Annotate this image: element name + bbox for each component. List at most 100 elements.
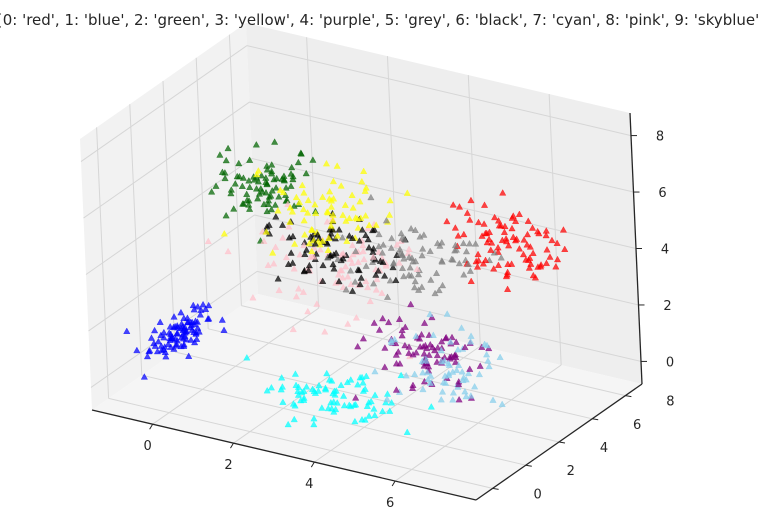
data-point xyxy=(460,271,468,278)
data-point xyxy=(465,240,474,247)
data-point xyxy=(443,310,451,317)
data-point xyxy=(150,339,158,347)
data-point xyxy=(374,267,382,274)
data-point xyxy=(467,277,475,284)
data-point xyxy=(285,223,293,230)
data-point xyxy=(205,301,213,309)
data-point xyxy=(352,247,360,254)
data-points xyxy=(123,138,569,435)
data-point xyxy=(319,277,327,284)
data-point xyxy=(392,351,400,358)
data-point xyxy=(177,342,185,350)
data-point xyxy=(308,225,316,233)
data-point xyxy=(498,400,506,407)
data-point xyxy=(239,174,247,181)
data-point xyxy=(282,184,290,191)
data-point xyxy=(489,396,497,403)
data-point xyxy=(290,415,298,423)
y-tick-label: 0 xyxy=(533,487,541,502)
grid-line xyxy=(141,374,526,466)
data-point xyxy=(398,331,406,339)
data-point xyxy=(182,328,190,335)
data-point xyxy=(310,420,318,428)
data-point xyxy=(553,255,562,263)
data-point xyxy=(455,361,463,368)
data-point xyxy=(354,258,362,265)
data-point xyxy=(435,286,443,294)
data-point xyxy=(208,188,216,195)
x-tick xyxy=(149,423,154,430)
data-point xyxy=(352,400,360,408)
data-point xyxy=(312,209,320,217)
data-point xyxy=(289,175,297,183)
data-point xyxy=(191,338,199,346)
data-point xyxy=(364,224,372,232)
data-point xyxy=(474,250,482,258)
data-point xyxy=(168,334,176,342)
data-point xyxy=(436,242,444,249)
data-point xyxy=(123,327,131,334)
data-point xyxy=(427,403,435,410)
data-point xyxy=(428,313,436,321)
data-point xyxy=(472,240,480,247)
data-point xyxy=(174,323,182,331)
data-point xyxy=(412,257,420,265)
data-point xyxy=(407,272,416,279)
y-tick xyxy=(625,395,632,398)
data-point xyxy=(199,300,207,308)
data-point xyxy=(379,258,387,265)
data-point xyxy=(519,250,528,258)
data-point xyxy=(161,343,169,350)
data-point xyxy=(289,259,297,266)
data-point xyxy=(218,316,226,323)
data-point xyxy=(483,238,491,246)
data-point xyxy=(314,231,322,238)
data-point xyxy=(286,204,294,211)
data-point xyxy=(354,224,362,231)
data-point xyxy=(427,276,435,283)
data-point xyxy=(488,239,496,246)
data-point xyxy=(467,196,475,204)
data-point xyxy=(160,333,168,341)
data-point xyxy=(372,286,380,293)
data-point xyxy=(329,216,337,224)
data-point xyxy=(525,264,533,271)
grid-line xyxy=(249,101,634,193)
data-point xyxy=(378,289,386,296)
data-point xyxy=(526,254,534,261)
data-point xyxy=(333,232,342,239)
x-tick-label: 0 xyxy=(143,439,151,454)
y-tick-label: 4 xyxy=(600,441,608,456)
data-point xyxy=(355,237,363,244)
data-point xyxy=(336,266,344,274)
data-point xyxy=(388,399,396,406)
data-point xyxy=(308,247,316,255)
data-point xyxy=(426,340,434,348)
data-point xyxy=(348,191,356,198)
data-point xyxy=(394,348,402,355)
data-point xyxy=(345,214,353,222)
data-point xyxy=(342,262,350,270)
data-point xyxy=(347,376,355,383)
data-point xyxy=(454,345,462,353)
data-point xyxy=(325,195,333,202)
data-point xyxy=(316,240,324,248)
data-point xyxy=(323,218,331,225)
data-point xyxy=(195,328,203,335)
data-point xyxy=(140,373,148,380)
y-tick xyxy=(592,418,599,421)
data-point xyxy=(395,259,403,266)
data-point xyxy=(449,368,457,375)
data-point xyxy=(385,318,393,326)
data-point xyxy=(298,181,306,189)
y-tick-label: 6 xyxy=(633,418,641,433)
data-point xyxy=(396,245,404,253)
data-point xyxy=(358,415,366,423)
data-point xyxy=(205,315,213,322)
tick-labels: 0 2 4 6 0 2 4 6 8 0 2 4 6 8 xyxy=(143,130,674,511)
data-point xyxy=(319,261,327,269)
data-point xyxy=(345,401,353,408)
data-point xyxy=(279,234,287,241)
data-point xyxy=(553,239,561,246)
data-point xyxy=(388,234,396,242)
